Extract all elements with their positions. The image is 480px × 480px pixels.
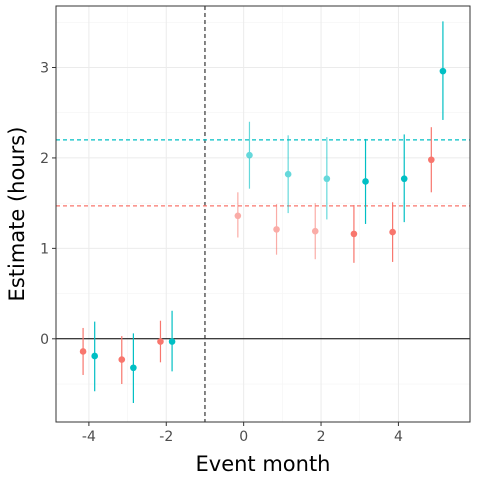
y-tick-label: 0 xyxy=(40,332,49,348)
estimate-marker xyxy=(362,138,369,224)
x-tick-label: 2 xyxy=(317,429,326,445)
point-estimate xyxy=(362,178,369,185)
estimate-marker xyxy=(130,333,137,404)
point-estimate xyxy=(284,170,292,178)
y-axis-title: Estimate (hours) xyxy=(5,127,29,302)
x-tick-label: -4 xyxy=(82,429,96,445)
point-estimate xyxy=(350,230,358,238)
point-estimate xyxy=(168,338,176,345)
data-points xyxy=(79,21,447,404)
point-estimate xyxy=(157,338,164,345)
point-estimate xyxy=(130,364,137,372)
panel-border xyxy=(55,5,471,423)
estimate-marker xyxy=(323,137,331,220)
y-axis: 0 1 2 3 xyxy=(40,60,56,348)
y-tick-label: 2 xyxy=(40,151,49,167)
point-estimate xyxy=(273,226,280,233)
estimate-marker xyxy=(389,202,396,262)
estimate-marker xyxy=(439,21,447,120)
estimate-marker xyxy=(311,203,319,260)
point-estimate xyxy=(246,151,253,159)
point-estimate xyxy=(389,228,396,236)
point-estimate xyxy=(400,175,408,183)
estimate-marker xyxy=(428,127,435,193)
estimate-marker xyxy=(273,204,280,255)
point-estimate xyxy=(234,212,242,220)
point-estimate xyxy=(79,348,87,355)
y-tick-label: 3 xyxy=(40,60,49,76)
reference-lines xyxy=(56,6,470,422)
estimate-marker xyxy=(157,320,164,363)
x-tick-label: 0 xyxy=(239,429,248,445)
estimate-marker xyxy=(79,327,87,375)
panel-background xyxy=(56,6,470,422)
x-axis-title: Event month xyxy=(196,452,331,476)
estimate-marker xyxy=(350,204,358,263)
x-tick-label: 4 xyxy=(394,429,403,445)
estimate-marker xyxy=(168,310,176,372)
estimate-marker xyxy=(400,134,408,223)
point-estimate xyxy=(311,227,319,235)
x-axis: -4 -2 0 2 4 xyxy=(82,422,403,445)
estimate-marker xyxy=(234,192,242,238)
x-tick-label: -2 xyxy=(159,429,173,445)
point-estimate xyxy=(428,156,435,164)
estimate-marker xyxy=(284,135,292,214)
point-estimate xyxy=(91,352,98,360)
estimate-marker xyxy=(91,321,98,392)
point-estimate xyxy=(118,356,126,363)
point-estimate xyxy=(439,67,447,75)
point-estimate xyxy=(323,175,331,183)
estimate-marker xyxy=(246,121,253,189)
estimate-marker xyxy=(118,336,126,385)
y-tick-label: 1 xyxy=(40,241,49,257)
plot-panel xyxy=(55,5,471,423)
